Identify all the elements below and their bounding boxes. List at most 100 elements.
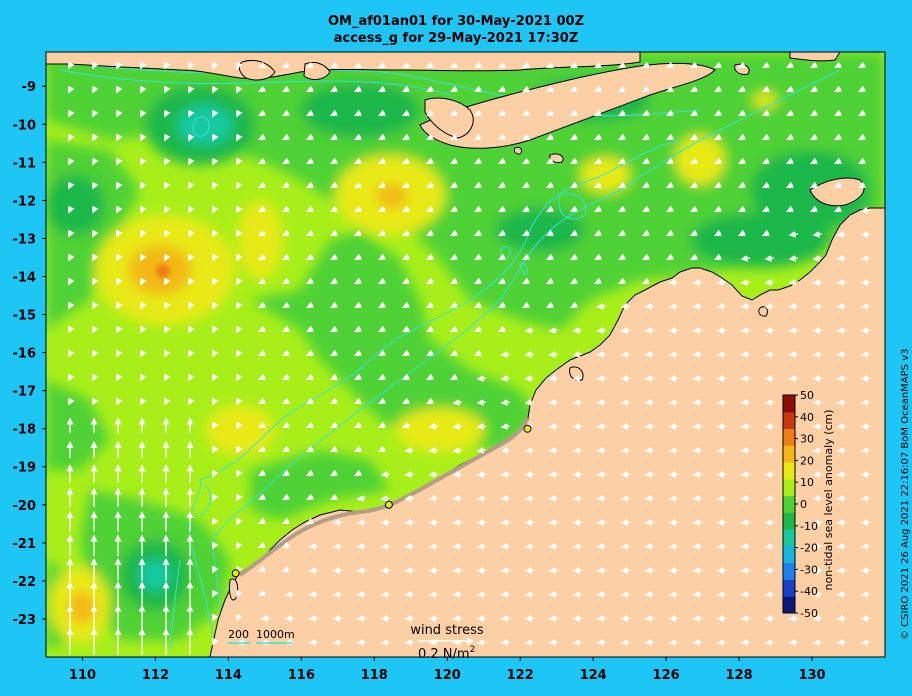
wind-vector (212, 109, 219, 118)
wind-vector (570, 109, 578, 116)
wind-vector (860, 350, 871, 358)
wind-vector (428, 614, 439, 622)
wind-vector (236, 541, 243, 550)
wind-vector (500, 590, 511, 598)
wind-vector (116, 397, 123, 406)
wind-vector (738, 85, 746, 92)
wind-vector (692, 518, 703, 526)
wind-vector (332, 590, 343, 598)
wind-vector (330, 85, 338, 92)
wind-vector (402, 277, 410, 284)
wind-vector (716, 590, 727, 598)
map-area (46, 52, 885, 657)
wind-vector (476, 422, 487, 430)
wind-vector (716, 470, 727, 478)
wind-vector (140, 133, 147, 142)
wind-vector (426, 61, 434, 68)
wind-vector (212, 349, 219, 358)
wind-vector (330, 157, 338, 164)
wind-vector (764, 494, 775, 502)
wind-vector (596, 350, 607, 358)
wind-vector (548, 566, 559, 574)
wind-vector (786, 181, 794, 188)
wind-vector (140, 349, 147, 358)
wind-vector (596, 398, 607, 406)
wind-vector (212, 205, 219, 214)
wind-vector (594, 133, 602, 140)
wind-vector (282, 205, 290, 212)
wind-vector (450, 133, 458, 140)
wind-vector (714, 229, 722, 236)
wind-vector (402, 373, 410, 380)
wind-vector (620, 398, 631, 406)
wind-vector (618, 109, 626, 116)
wind-vector (834, 109, 842, 116)
wind-vector (522, 85, 530, 92)
wind-vector (236, 205, 243, 214)
wind-vector (402, 301, 410, 308)
wind-vector (236, 157, 243, 166)
wind-vector (594, 253, 602, 260)
wind-vector (764, 350, 775, 358)
wind-vector (596, 566, 607, 574)
wind-vector (620, 494, 631, 502)
wind-vector (860, 446, 871, 454)
wind-vector (258, 493, 266, 500)
wind-vector (788, 614, 799, 622)
wind-vector (642, 61, 650, 68)
x-tick-label: 118 (361, 668, 388, 683)
wind-vector (644, 542, 655, 550)
wind-vector (258, 469, 266, 476)
wind-vector (476, 374, 487, 382)
wind-vector (594, 61, 602, 68)
wind-vector (596, 494, 607, 502)
wind-vector (474, 229, 482, 236)
wind-vector (404, 518, 415, 526)
wind-vector (740, 542, 751, 550)
wind-vector (692, 446, 703, 454)
wind-vector (68, 205, 75, 214)
wind-vector (282, 181, 290, 188)
wind-vector (572, 326, 583, 334)
wind-vector (690, 133, 698, 140)
wind-vector (282, 493, 290, 500)
wind-vector (860, 470, 871, 478)
wind-vector (258, 517, 266, 524)
wind-vector (714, 85, 722, 92)
wind-vector (188, 205, 195, 214)
wind-vector (572, 518, 583, 526)
map-title: OM_af01an01 for 30-May-2021 00Z (327, 14, 585, 29)
wind-vector (618, 229, 626, 236)
wind-vector (762, 133, 770, 140)
x-tick-label: 130 (798, 668, 825, 683)
wind-vector (546, 157, 554, 164)
wind-vector (306, 373, 314, 380)
wind-vector (92, 61, 99, 70)
wind-vector (836, 326, 847, 334)
wind-vector (140, 253, 147, 262)
wind-vector (594, 157, 602, 164)
colorbar-swatch (783, 545, 795, 564)
wind-vector (522, 109, 530, 116)
x-tick-label: 110 (69, 668, 96, 683)
wind-vector (164, 133, 171, 142)
wind-vector (188, 373, 195, 382)
wind-vector (258, 133, 266, 140)
wind-vector (788, 326, 799, 334)
wind-vector (836, 446, 847, 454)
wind-vector (668, 350, 679, 358)
wind-vector (236, 421, 243, 430)
wind-vector (116, 61, 123, 70)
wind-vector (474, 109, 482, 116)
wind-vector (546, 253, 554, 260)
wind-vector (236, 373, 243, 382)
y-tick-label: -11 (13, 156, 37, 171)
wind-vector (260, 614, 271, 622)
wind-vector (332, 614, 343, 622)
wind-vector (212, 541, 219, 550)
wind-vector (594, 109, 602, 116)
wind-vector (306, 277, 314, 284)
y-tick-label: -21 (13, 537, 37, 552)
wind-vector (716, 566, 727, 574)
wind-vector (284, 614, 295, 622)
